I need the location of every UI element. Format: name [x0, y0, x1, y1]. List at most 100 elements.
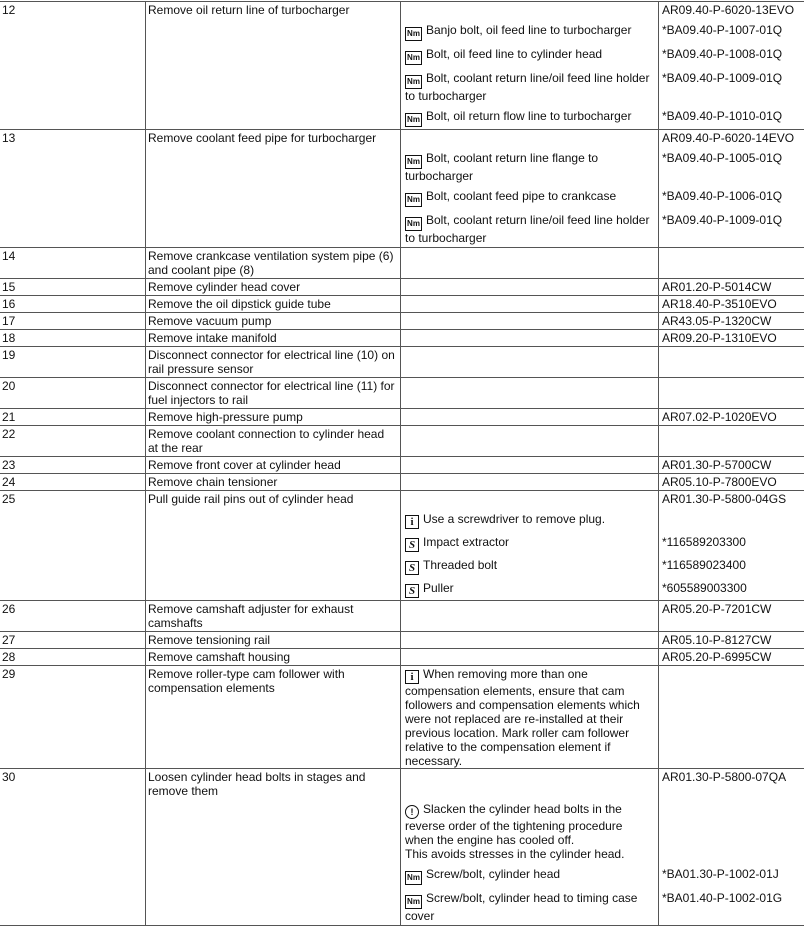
detail-reference[interactable]: *BA01.30-P-1002-01J: [662, 867, 779, 881]
table-row: 30 Loosen cylinder head bolts in stages a…: [0, 769, 804, 926]
detail-reference[interactable]: *605589003300: [662, 581, 747, 595]
step-details: AR07.02-P-1020EVO: [400, 409, 804, 425]
reference-link[interactable]: AR05.20-P-6995CW: [662, 650, 772, 664]
step-number: 13: [2, 131, 16, 145]
detail-reference[interactable]: *BA09.40-P-1007-01Q: [662, 23, 783, 37]
detail-reference[interactable]: *BA09.40-P-1010-01Q: [662, 109, 783, 123]
step-action: Remove cylinder head cover: [148, 280, 301, 294]
detail-text: Bolt, coolant return line/oil feed line …: [405, 213, 650, 245]
spacer: [400, 598, 658, 600]
step-action: Remove coolant feed pipe for turbocharge…: [148, 131, 377, 145]
info-icon: i: [405, 670, 419, 684]
reference-link[interactable]: AR01.30-P-5700CW: [662, 458, 772, 472]
reference-link[interactable]: AR09.20-P-1310EVO: [662, 331, 777, 345]
reference-link[interactable]: AR05.10-P-7800EVO: [662, 475, 777, 489]
table-row: 14 Remove crankcase ventilation system pi…: [0, 248, 804, 279]
step-number: 15: [2, 280, 16, 294]
step-action: Remove the oil dipstick guide tube: [148, 297, 331, 311]
reference-link[interactable]: AR01.20-P-5014CW: [662, 280, 772, 294]
column-divider: [658, 313, 659, 329]
reference-link[interactable]: AR09.40-P-6020-14EVO: [662, 131, 795, 145]
detail-reference[interactable]: *116589023400: [662, 558, 746, 572]
detail-text: Use a screwdriver to remove plug.: [423, 512, 606, 526]
detail-reference[interactable]: [658, 784, 804, 861]
detail-reference[interactable]: *BA09.40-P-1009-01Q: [662, 71, 783, 85]
column-divider: [658, 248, 659, 278]
step-action: Remove camshaft adjuster for exhaust cam…: [148, 602, 354, 630]
column-divider: [658, 769, 659, 925]
torque-nm-icon: Nm: [405, 51, 422, 65]
detail-reference[interactable]: *BA09.40-P-1005-01Q: [662, 151, 783, 165]
detail-item: Nm Bolt, coolant feed pipe to crankcase: [400, 183, 658, 207]
column-divider: [658, 347, 659, 377]
column-divider: [658, 330, 659, 346]
table-row: 24 Remove chain tensioner AR05.10-P-7800EV…: [0, 474, 804, 491]
step-details: AR43.05-P-1320CW: [400, 313, 804, 329]
table-row: 18 Remove intake manifold AR09.20-P-1310EV…: [0, 330, 804, 347]
torque-nm-icon: Nm: [405, 217, 422, 231]
reference-link[interactable]: AR01.30-P-5800-07QA: [662, 770, 787, 784]
table-row: 17 Remove vacuum pump AR43.05-P-1320CW: [0, 313, 804, 330]
step-number: 21: [2, 410, 16, 424]
detail-reference[interactable]: *BA01.40-P-1002-01G: [662, 891, 783, 905]
reference-link[interactable]: AR43.05-P-1320CW: [662, 314, 772, 328]
step-action: Remove tensioning rail: [148, 633, 271, 647]
first-note: i When removing more than one compensatio…: [400, 666, 658, 768]
step-details: [400, 378, 804, 408]
step-number: 14: [2, 249, 16, 263]
first-note: [400, 632, 658, 648]
step-details: AR09.40-P-6020-14EVO Nm Bolt, coolant retu…: [400, 130, 804, 247]
column-divider: [658, 601, 659, 631]
first-note: [400, 457, 658, 473]
table-row: 21 Remove high-pressure pump AR07.02-P-102…: [0, 409, 804, 426]
column-divider: [658, 491, 659, 600]
table-row: 22 Remove coolant connection to cylinder …: [0, 426, 804, 457]
reference-link[interactable]: [658, 378, 804, 408]
table-row: 29 Remove roller-type cam follower with c…: [0, 666, 804, 769]
torque-nm-icon: Nm: [405, 155, 422, 169]
column-divider: [658, 409, 659, 425]
step-details: AR05.10-P-8127CW: [400, 632, 804, 648]
detail-text: Threaded bolt: [423, 558, 498, 572]
detail-reference[interactable]: *116589203300: [662, 535, 746, 549]
reference-link[interactable]: AR01.30-P-5800-04GS: [662, 492, 787, 506]
reference-link[interactable]: [658, 666, 804, 768]
column-divider: [658, 296, 659, 312]
detail-reference[interactable]: *BA09.40-P-1006-01Q: [662, 189, 783, 203]
info-icon: i: [405, 515, 419, 529]
detail-reference[interactable]: *BA09.40-P-1008-01Q: [662, 47, 783, 61]
note-text: When removing more than one compensation…: [405, 667, 640, 768]
column-divider: [658, 130, 659, 247]
detail-text: Bolt, oil feed line to cylinder head: [426, 47, 603, 61]
reference-link[interactable]: [658, 347, 804, 377]
spacer: [400, 127, 658, 129]
detail-text: Bolt, oil return flow line to turbocharg…: [426, 109, 632, 123]
reference-link[interactable]: AR18.40-P-3510EVO: [662, 297, 777, 311]
reference-link[interactable]: AR05.20-P-7201CW: [662, 602, 772, 616]
step-details: AR01.20-P-5014CW: [400, 279, 804, 295]
reference-link[interactable]: [658, 426, 804, 456]
step-number: 17: [2, 314, 16, 328]
step-action: Disconnect connector for electrical line…: [148, 379, 395, 407]
first-note: [400, 313, 658, 329]
detail-reference[interactable]: *BA09.40-P-1009-01Q: [662, 213, 783, 227]
detail-item: i Use a screwdriver to remove plug.: [400, 506, 658, 529]
reference-link[interactable]: AR05.10-P-8127CW: [662, 633, 772, 647]
step-action: Remove intake manifold: [148, 331, 277, 345]
reference-link[interactable]: AR09.40-P-6020-13EVO: [662, 3, 795, 17]
reference-link[interactable]: AR07.02-P-1020EVO: [662, 410, 777, 424]
step-number: 26: [2, 602, 16, 616]
detail-text: Screw/bolt, cylinder head: [426, 867, 561, 881]
detail-item: Nm Bolt, coolant return line flange to tu…: [400, 145, 658, 183]
detail-reference[interactable]: [658, 506, 804, 529]
detail-item: S Impact extractor: [400, 529, 658, 552]
first-note: [400, 248, 658, 278]
detail-text: Banjo bolt, oil feed line to turbocharge…: [426, 23, 632, 37]
torque-nm-icon: Nm: [405, 75, 422, 89]
first-note: [400, 378, 658, 408]
first-note: [400, 649, 658, 665]
reference-link[interactable]: [658, 248, 804, 278]
step-details: AR18.40-P-3510EVO: [400, 296, 804, 312]
table-row: 20 Disconnect connector for electrical li…: [0, 378, 804, 409]
first-note: [400, 409, 658, 425]
